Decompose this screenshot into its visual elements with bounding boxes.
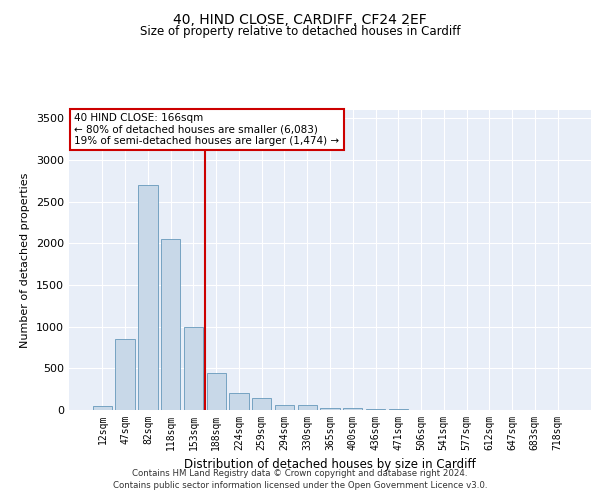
Bar xyxy=(115,339,135,410)
Bar xyxy=(93,406,112,410)
Bar xyxy=(161,239,181,410)
Bar xyxy=(184,326,203,410)
Bar xyxy=(343,408,362,410)
Bar xyxy=(138,185,158,410)
Bar xyxy=(320,408,340,410)
Bar xyxy=(252,398,271,410)
Bar xyxy=(298,406,317,410)
X-axis label: Distribution of detached houses by size in Cardiff: Distribution of detached houses by size … xyxy=(184,458,476,471)
Text: Contains HM Land Registry data © Crown copyright and database right 2024.: Contains HM Land Registry data © Crown c… xyxy=(132,468,468,477)
Bar xyxy=(229,394,248,410)
Text: Size of property relative to detached houses in Cardiff: Size of property relative to detached ho… xyxy=(140,25,460,38)
Y-axis label: Number of detached properties: Number of detached properties xyxy=(20,172,31,348)
Bar xyxy=(206,372,226,410)
Bar xyxy=(366,409,385,410)
Text: 40, HIND CLOSE, CARDIFF, CF24 2EF: 40, HIND CLOSE, CARDIFF, CF24 2EF xyxy=(173,12,427,26)
Text: 40 HIND CLOSE: 166sqm
← 80% of detached houses are smaller (6,083)
19% of semi-d: 40 HIND CLOSE: 166sqm ← 80% of detached … xyxy=(74,113,340,146)
Text: Contains public sector information licensed under the Open Government Licence v3: Contains public sector information licen… xyxy=(113,481,487,490)
Bar xyxy=(275,404,294,410)
